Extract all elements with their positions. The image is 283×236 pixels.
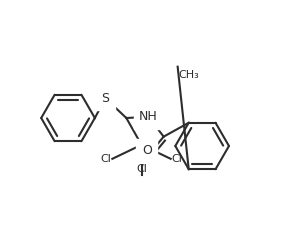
Text: CH₃: CH₃ [179, 70, 200, 80]
Text: S: S [101, 92, 109, 105]
Text: O: O [142, 144, 152, 157]
Text: NH: NH [139, 110, 158, 123]
Text: Cl: Cl [172, 154, 183, 164]
Text: Cl: Cl [136, 164, 147, 174]
Text: Cl: Cl [100, 154, 111, 164]
